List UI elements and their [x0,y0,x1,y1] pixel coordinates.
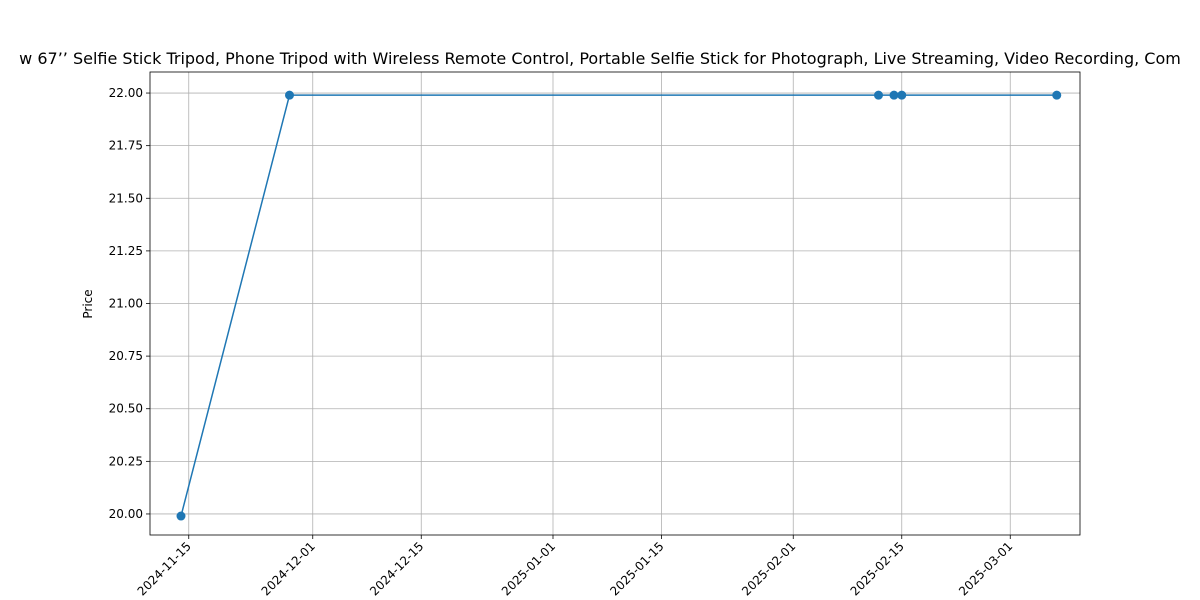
series-layer [176,90,1062,521]
y-axis-label: Price [81,289,95,318]
x-axis: 2024-11-15 2024-12-01 2024-12-15 2025-01-01… [135,535,1015,598]
y-tick-label: 22.00 [109,86,143,100]
x-tick-label: 2025-03-01 [956,539,1015,598]
price-data-point [889,90,899,100]
chart-title: w 67’’ Selfie Stick Tripod, Phone Tripod… [19,49,1181,68]
x-tick-label: 2025-02-01 [739,539,798,598]
price-data-point [1052,90,1062,100]
x-tick-label: 2024-12-15 [367,539,426,598]
y-tick-label: 20.50 [109,402,143,416]
grid-layer [150,72,1080,535]
y-tick-label: 21.00 [109,297,143,311]
y-axis: 20.00 20.25 20.50 20.75 21.00 21.25 21.50 21.75… [109,86,150,521]
price-data-point [285,90,294,100]
y-tick-label: 21.25 [109,244,143,258]
x-tick-label: 2025-01-15 [607,539,666,598]
price-data-point [874,90,883,100]
price-data-point [176,511,186,521]
y-tick-label: 20.25 [109,454,143,468]
x-tick-label: 2024-11-15 [135,539,194,598]
price-data-point [897,90,907,100]
x-tick-label: 2025-01-01 [499,539,558,598]
y-tick-label: 20.00 [109,507,143,521]
y-tick-label: 21.75 [109,139,143,153]
x-tick-label: 2025-02-15 [848,539,907,598]
y-tick-label: 21.50 [109,191,143,205]
price-series-line [180,94,1057,517]
y-tick-label: 20.75 [109,349,143,363]
x-tick-label: 2024-12-01 [259,539,318,598]
